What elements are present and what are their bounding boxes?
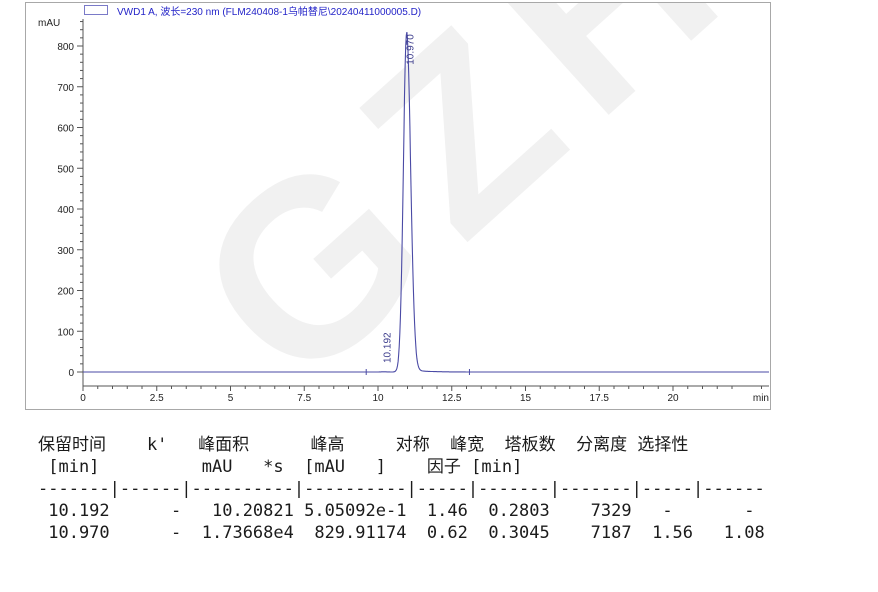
svg-text:100: 100 [57,327,74,338]
y-axis-unit: mAU [38,18,60,29]
x-axis-unit: min [753,393,769,404]
peak-label: 10.192 [383,332,394,363]
peak-results-table: 保留时间 k' 峰面积 峰高 对称 峰宽 塔板数 分离度 选择性 [min] m… [38,435,765,543]
svg-text:15: 15 [520,393,532,404]
svg-text:0: 0 [68,368,74,379]
chromatogram-plot: 0 100 200 300 400 500 600 700 800 mAU 0 2.5 5 7.5 10 12… [38,18,769,404]
svg-text:400: 400 [57,205,74,216]
legend-label: VWD1 A, 波长=230 nm (FLM240408-1乌帕替尼\20240… [117,6,422,18]
svg-text:700: 700 [57,83,74,94]
svg-text:200: 200 [57,287,74,298]
svg-text:7.5: 7.5 [297,393,311,404]
svg-text:17.5: 17.5 [590,393,610,404]
svg-text:600: 600 [57,124,74,135]
svg-text:2.5: 2.5 [150,393,164,404]
chromatogram-panel: GZHL 0 100 200 300 400 500 600 700 800 mAU 0 2.5 5 7.… [25,2,771,410]
svg-text:0: 0 [80,393,86,404]
svg-text:800: 800 [57,42,74,53]
legend-swatch-icon [84,5,108,15]
peak-label: 10.970 [406,34,417,65]
svg-text:10: 10 [372,393,384,404]
svg-text:12.5: 12.5 [442,393,462,404]
chromatogram-trace [83,31,769,373]
legend: VWD1 A, 波长=230 nm (FLM240408-1乌帕替尼\20240… [84,4,422,18]
svg-text:5: 5 [228,393,234,404]
svg-text:300: 300 [57,246,74,257]
svg-text:500: 500 [57,164,74,175]
svg-text:20: 20 [667,393,679,404]
